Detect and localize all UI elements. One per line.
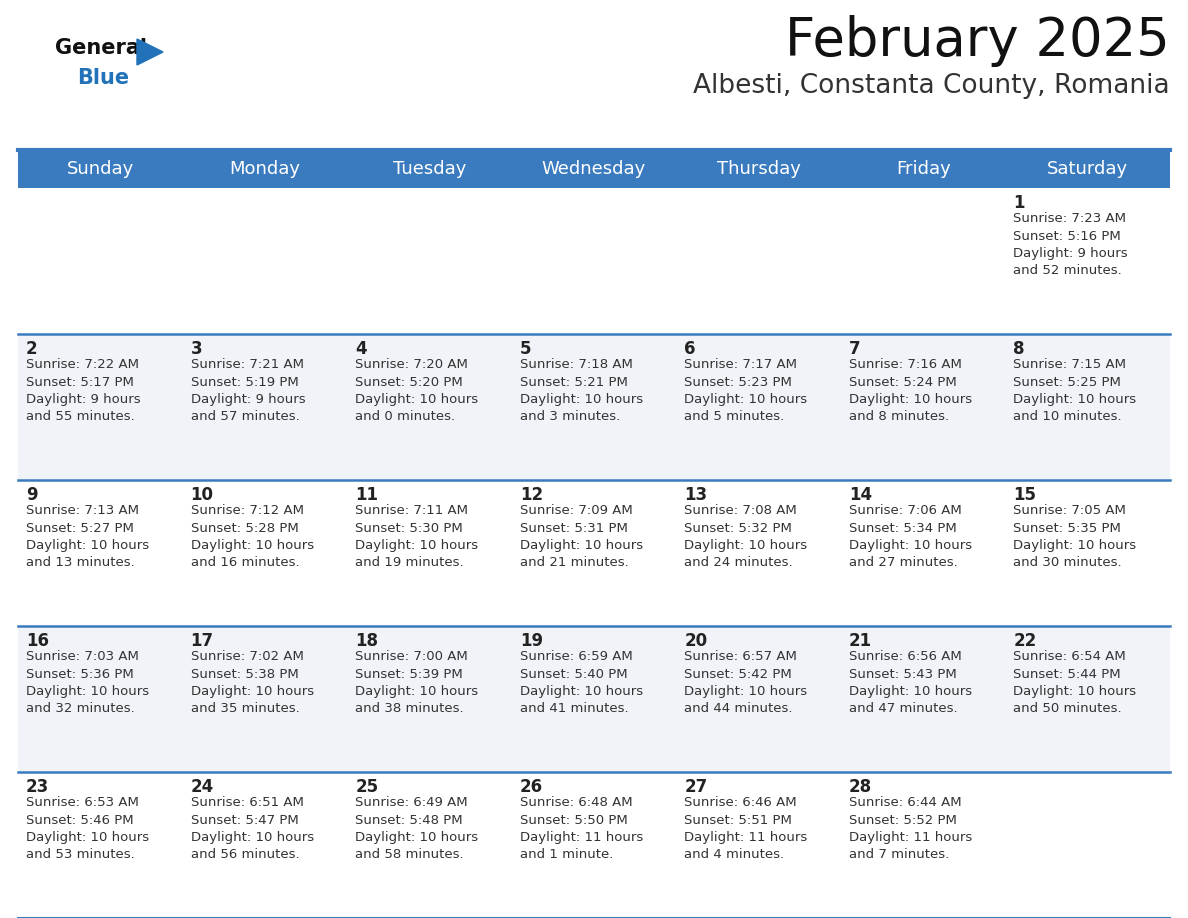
Text: 22: 22 <box>1013 632 1037 650</box>
Bar <box>18 480 1170 626</box>
Text: 16: 16 <box>26 632 49 650</box>
Text: Sunrise: 7:23 AM
Sunset: 5:16 PM
Daylight: 9 hours
and 52 minutes.: Sunrise: 7:23 AM Sunset: 5:16 PM Dayligh… <box>1013 212 1129 277</box>
Text: Sunrise: 7:00 AM
Sunset: 5:39 PM
Daylight: 10 hours
and 38 minutes.: Sunrise: 7:00 AM Sunset: 5:39 PM Dayligh… <box>355 650 479 715</box>
Text: 11: 11 <box>355 486 378 504</box>
Text: Sunrise: 7:13 AM
Sunset: 5:27 PM
Daylight: 10 hours
and 13 minutes.: Sunrise: 7:13 AM Sunset: 5:27 PM Dayligh… <box>26 504 150 569</box>
Bar <box>18 150 1170 188</box>
Text: 2: 2 <box>26 340 38 358</box>
Text: Sunrise: 6:56 AM
Sunset: 5:43 PM
Daylight: 10 hours
and 47 minutes.: Sunrise: 6:56 AM Sunset: 5:43 PM Dayligh… <box>849 650 972 715</box>
Text: Sunrise: 7:12 AM
Sunset: 5:28 PM
Daylight: 10 hours
and 16 minutes.: Sunrise: 7:12 AM Sunset: 5:28 PM Dayligh… <box>190 504 314 569</box>
Text: 4: 4 <box>355 340 367 358</box>
Text: Sunrise: 7:16 AM
Sunset: 5:24 PM
Daylight: 10 hours
and 8 minutes.: Sunrise: 7:16 AM Sunset: 5:24 PM Dayligh… <box>849 358 972 423</box>
Text: Saturday: Saturday <box>1047 160 1129 178</box>
Text: February 2025: February 2025 <box>785 15 1170 67</box>
Text: 26: 26 <box>519 778 543 796</box>
Text: 10: 10 <box>190 486 214 504</box>
Text: 12: 12 <box>519 486 543 504</box>
Text: General: General <box>55 38 147 58</box>
Text: 8: 8 <box>1013 340 1025 358</box>
Text: 1: 1 <box>1013 194 1025 212</box>
Bar <box>18 334 1170 480</box>
Text: Sunrise: 6:57 AM
Sunset: 5:42 PM
Daylight: 10 hours
and 44 minutes.: Sunrise: 6:57 AM Sunset: 5:42 PM Dayligh… <box>684 650 808 715</box>
Text: Wednesday: Wednesday <box>542 160 646 178</box>
Text: 20: 20 <box>684 632 707 650</box>
Text: Sunrise: 7:08 AM
Sunset: 5:32 PM
Daylight: 10 hours
and 24 minutes.: Sunrise: 7:08 AM Sunset: 5:32 PM Dayligh… <box>684 504 808 569</box>
Text: Blue: Blue <box>77 68 129 88</box>
Text: 13: 13 <box>684 486 707 504</box>
Text: 23: 23 <box>26 778 49 796</box>
Text: 17: 17 <box>190 632 214 650</box>
Text: Sunrise: 6:51 AM
Sunset: 5:47 PM
Daylight: 10 hours
and 56 minutes.: Sunrise: 6:51 AM Sunset: 5:47 PM Dayligh… <box>190 796 314 861</box>
Text: Sunrise: 6:46 AM
Sunset: 5:51 PM
Daylight: 11 hours
and 4 minutes.: Sunrise: 6:46 AM Sunset: 5:51 PM Dayligh… <box>684 796 808 861</box>
Bar <box>18 772 1170 918</box>
Text: Sunrise: 6:44 AM
Sunset: 5:52 PM
Daylight: 11 hours
and 7 minutes.: Sunrise: 6:44 AM Sunset: 5:52 PM Dayligh… <box>849 796 972 861</box>
Text: Thursday: Thursday <box>716 160 801 178</box>
Text: 3: 3 <box>190 340 202 358</box>
Text: 19: 19 <box>519 632 543 650</box>
Text: Sunrise: 7:11 AM
Sunset: 5:30 PM
Daylight: 10 hours
and 19 minutes.: Sunrise: 7:11 AM Sunset: 5:30 PM Dayligh… <box>355 504 479 569</box>
Polygon shape <box>137 39 163 65</box>
Text: 14: 14 <box>849 486 872 504</box>
Text: 15: 15 <box>1013 486 1036 504</box>
Text: Sunrise: 6:59 AM
Sunset: 5:40 PM
Daylight: 10 hours
and 41 minutes.: Sunrise: 6:59 AM Sunset: 5:40 PM Dayligh… <box>519 650 643 715</box>
Text: Sunrise: 7:22 AM
Sunset: 5:17 PM
Daylight: 9 hours
and 55 minutes.: Sunrise: 7:22 AM Sunset: 5:17 PM Dayligh… <box>26 358 140 423</box>
Text: Sunrise: 6:48 AM
Sunset: 5:50 PM
Daylight: 11 hours
and 1 minute.: Sunrise: 6:48 AM Sunset: 5:50 PM Dayligh… <box>519 796 643 861</box>
Text: Sunrise: 7:18 AM
Sunset: 5:21 PM
Daylight: 10 hours
and 3 minutes.: Sunrise: 7:18 AM Sunset: 5:21 PM Dayligh… <box>519 358 643 423</box>
Text: Sunrise: 7:03 AM
Sunset: 5:36 PM
Daylight: 10 hours
and 32 minutes.: Sunrise: 7:03 AM Sunset: 5:36 PM Dayligh… <box>26 650 150 715</box>
Text: 27: 27 <box>684 778 708 796</box>
Text: Sunday: Sunday <box>67 160 134 178</box>
Text: Sunrise: 6:53 AM
Sunset: 5:46 PM
Daylight: 10 hours
and 53 minutes.: Sunrise: 6:53 AM Sunset: 5:46 PM Dayligh… <box>26 796 150 861</box>
Bar <box>18 626 1170 772</box>
Text: Monday: Monday <box>229 160 301 178</box>
Text: 21: 21 <box>849 632 872 650</box>
Text: 28: 28 <box>849 778 872 796</box>
Text: 6: 6 <box>684 340 696 358</box>
Text: Sunrise: 7:21 AM
Sunset: 5:19 PM
Daylight: 9 hours
and 57 minutes.: Sunrise: 7:21 AM Sunset: 5:19 PM Dayligh… <box>190 358 305 423</box>
Text: 7: 7 <box>849 340 860 358</box>
Text: Sunrise: 6:54 AM
Sunset: 5:44 PM
Daylight: 10 hours
and 50 minutes.: Sunrise: 6:54 AM Sunset: 5:44 PM Dayligh… <box>1013 650 1137 715</box>
Text: Sunrise: 7:17 AM
Sunset: 5:23 PM
Daylight: 10 hours
and 5 minutes.: Sunrise: 7:17 AM Sunset: 5:23 PM Dayligh… <box>684 358 808 423</box>
Text: 24: 24 <box>190 778 214 796</box>
Text: Albesti, Constanta County, Romania: Albesti, Constanta County, Romania <box>694 73 1170 99</box>
Text: 25: 25 <box>355 778 378 796</box>
Text: 5: 5 <box>519 340 531 358</box>
Text: Sunrise: 7:09 AM
Sunset: 5:31 PM
Daylight: 10 hours
and 21 minutes.: Sunrise: 7:09 AM Sunset: 5:31 PM Dayligh… <box>519 504 643 569</box>
Text: Tuesday: Tuesday <box>393 160 466 178</box>
Text: Friday: Friday <box>896 160 950 178</box>
Text: Sunrise: 7:02 AM
Sunset: 5:38 PM
Daylight: 10 hours
and 35 minutes.: Sunrise: 7:02 AM Sunset: 5:38 PM Dayligh… <box>190 650 314 715</box>
Text: Sunrise: 6:49 AM
Sunset: 5:48 PM
Daylight: 10 hours
and 58 minutes.: Sunrise: 6:49 AM Sunset: 5:48 PM Dayligh… <box>355 796 479 861</box>
Text: 9: 9 <box>26 486 38 504</box>
Bar <box>18 188 1170 334</box>
Text: Sunrise: 7:06 AM
Sunset: 5:34 PM
Daylight: 10 hours
and 27 minutes.: Sunrise: 7:06 AM Sunset: 5:34 PM Dayligh… <box>849 504 972 569</box>
Text: Sunrise: 7:20 AM
Sunset: 5:20 PM
Daylight: 10 hours
and 0 minutes.: Sunrise: 7:20 AM Sunset: 5:20 PM Dayligh… <box>355 358 479 423</box>
Text: Sunrise: 7:15 AM
Sunset: 5:25 PM
Daylight: 10 hours
and 10 minutes.: Sunrise: 7:15 AM Sunset: 5:25 PM Dayligh… <box>1013 358 1137 423</box>
Text: 18: 18 <box>355 632 378 650</box>
Text: Sunrise: 7:05 AM
Sunset: 5:35 PM
Daylight: 10 hours
and 30 minutes.: Sunrise: 7:05 AM Sunset: 5:35 PM Dayligh… <box>1013 504 1137 569</box>
